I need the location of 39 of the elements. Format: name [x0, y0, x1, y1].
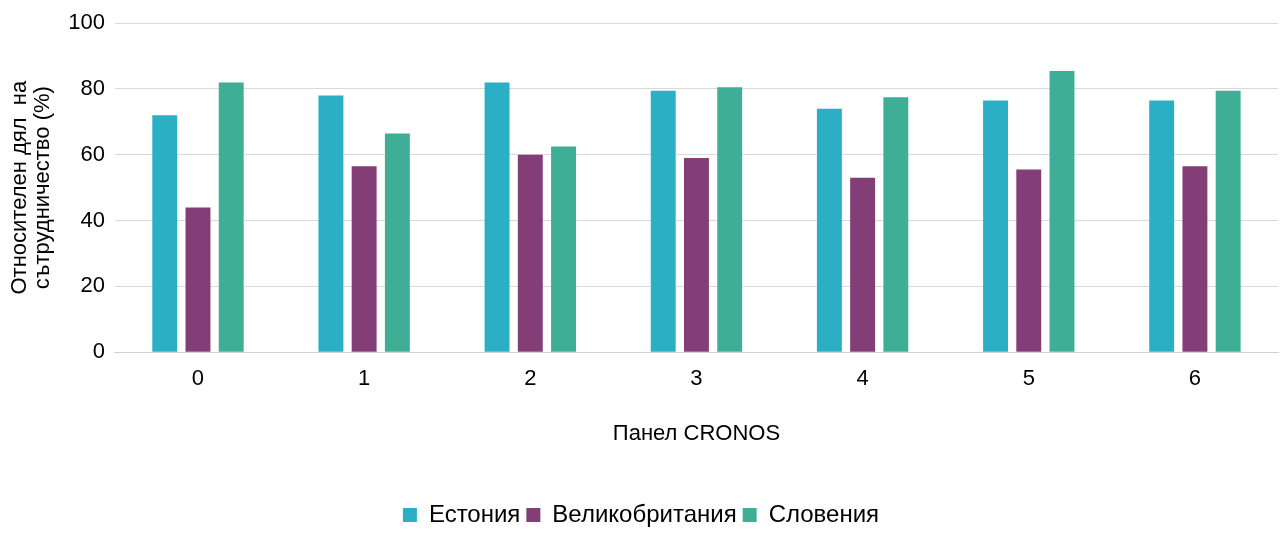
bar: [318, 95, 344, 352]
x-tick-label: 5: [1022, 365, 1035, 391]
bar: [218, 82, 244, 352]
bar: [551, 146, 576, 352]
bar: [384, 133, 410, 352]
bar: [1215, 90, 1241, 352]
bar: [1182, 166, 1208, 352]
x-tick-label: 2: [524, 365, 537, 391]
y-axis-title: Относителен дял на сътрудничество (%): [5, 80, 54, 295]
x-axis-title: Панел CRONOS: [612, 419, 781, 445]
bar: [152, 115, 178, 352]
bar: [850, 177, 876, 352]
x-tick-label: 1: [358, 365, 371, 391]
bar: [1049, 70, 1075, 352]
bar: [1149, 100, 1175, 352]
y-tick-label: 40: [80, 206, 105, 232]
y-tick-label: 80: [80, 75, 105, 101]
bar: [1016, 169, 1042, 352]
bar: [717, 87, 743, 352]
bar: [650, 90, 676, 352]
bar: [883, 97, 909, 352]
y-tick-label: 0: [92, 338, 105, 364]
legend-label: Словения: [768, 499, 880, 527]
bar: [983, 100, 1008, 352]
bar: [351, 166, 377, 352]
legend-label: Великобритания: [552, 499, 737, 527]
y-tick-label: 100: [68, 9, 105, 35]
legend-label: Естония: [428, 499, 521, 527]
x-tick-label: 3: [690, 365, 703, 391]
bar: [517, 154, 543, 352]
y-tick-label: 60: [80, 140, 105, 166]
bar: [484, 82, 510, 352]
x-tick-label: 0: [191, 365, 205, 391]
bar: [185, 207, 211, 352]
y-tick-label: 20: [80, 272, 105, 298]
bar: [683, 158, 709, 352]
x-tick-label: 6: [1188, 365, 1202, 391]
x-tick-label: 4: [856, 365, 869, 391]
bar: [816, 108, 842, 352]
